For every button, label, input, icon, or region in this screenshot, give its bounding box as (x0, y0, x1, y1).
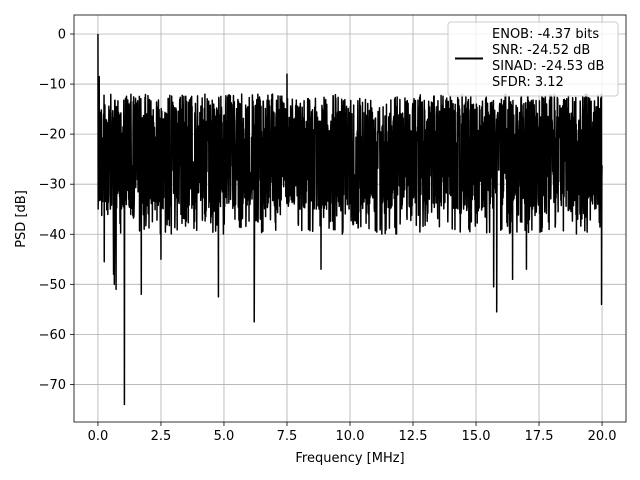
x-tick-label: 2.5 (151, 429, 172, 444)
y-tick-label: −40 (39, 228, 66, 243)
y-axis-label: PSD [dB] (14, 190, 29, 248)
x-tick-label: 10.0 (336, 429, 365, 444)
y-tick-label: −50 (39, 278, 66, 293)
legend-text-enob: ENOB: -4.37 bits (492, 27, 599, 42)
y-tick-label: −70 (39, 378, 66, 393)
x-axis-ticks: 0.0 2.5 5.0 7.5 10.0 12.5 15.0 17.5 20.0 (88, 422, 617, 444)
x-axis-label: Frequency [MHz] (295, 451, 404, 466)
legend-box (447, 21, 619, 97)
y-axis-ticks: 0 −10 −20 −30 −40 −50 −60 −70 (39, 28, 74, 393)
y-tick-label: 0 (58, 28, 66, 43)
legend: ENOB: -4.37 bits SNR: -24.52 dB SINAD: -… (447, 21, 619, 97)
legend-text-sfdr: SFDR: 3.12 (492, 75, 564, 90)
y-tick-label: −20 (39, 128, 66, 143)
y-tick-label: −60 (39, 328, 66, 343)
x-tick-label: 7.5 (277, 429, 298, 444)
x-tick-label: 0.0 (88, 429, 109, 444)
psd-series-line (97, 34, 603, 406)
x-tick-label: 12.5 (399, 429, 428, 444)
x-tick-label: 20.0 (588, 429, 617, 444)
y-tick-label: −30 (39, 178, 66, 193)
x-tick-label: 15.0 (462, 429, 491, 444)
legend-text-snr: SNR: -24.52 dB (492, 43, 590, 58)
plot-area (97, 34, 603, 406)
y-tick-label: −10 (39, 78, 66, 93)
x-tick-label: 5.0 (214, 429, 235, 444)
series-group (97, 34, 603, 406)
legend-text-sinad: SINAD: -24.53 dB (492, 59, 604, 74)
x-tick-label: 17.5 (525, 429, 554, 444)
